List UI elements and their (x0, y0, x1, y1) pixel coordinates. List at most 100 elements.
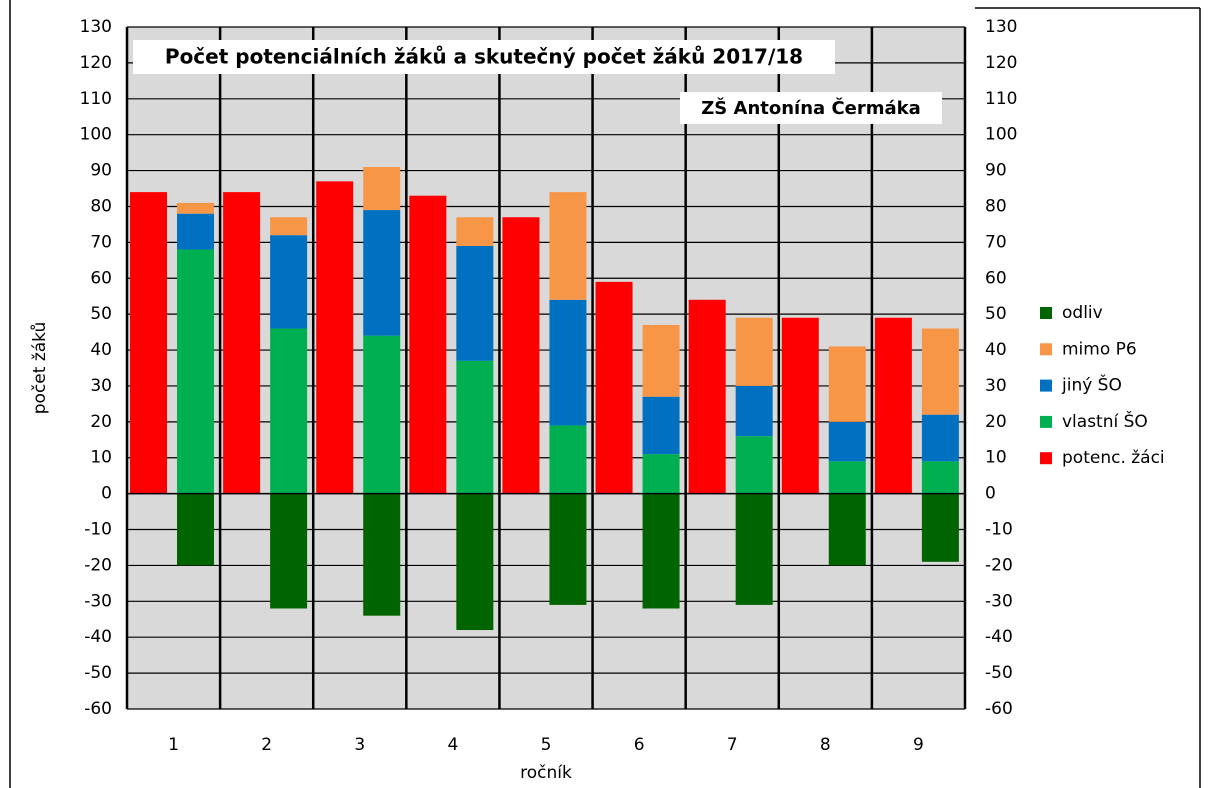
bar (502, 217, 540, 494)
plot-area (127, 27, 965, 709)
bar (828, 493, 866, 566)
y2-tick-label: -50 (985, 663, 1013, 683)
y-tick-label: 90 (90, 161, 112, 181)
y2-tick-label: 110 (985, 89, 1017, 109)
bar (270, 235, 308, 329)
bar (177, 249, 214, 494)
subtitle-box (680, 92, 942, 124)
bar (781, 317, 819, 494)
bar (409, 195, 447, 494)
y-tick-label: 30 (90, 376, 112, 396)
bar (921, 461, 959, 494)
bar (549, 299, 587, 426)
bar (177, 213, 214, 250)
y-tick-label: 50 (90, 304, 112, 324)
y2-tick-label: 100 (985, 125, 1017, 145)
bar (642, 454, 680, 494)
y-tick-label: 10 (90, 448, 112, 468)
bar (223, 192, 261, 494)
bar (456, 493, 494, 631)
bar (316, 181, 354, 494)
y-tick-label: 110 (80, 89, 112, 109)
y2-tick-label: 80 (985, 196, 1007, 216)
y2-tick-label: 70 (985, 232, 1007, 252)
y-tick-label: 60 (90, 268, 112, 288)
bar (456, 217, 494, 246)
y2-tick-label: -60 (985, 699, 1013, 719)
y2-tick-label: 40 (985, 340, 1007, 360)
legend-swatch (1040, 379, 1052, 392)
y2-tick-label: -10 (985, 520, 1013, 540)
bar (363, 335, 401, 494)
bar (456, 360, 494, 494)
bar (688, 299, 726, 494)
bar (735, 317, 773, 386)
bar (642, 493, 680, 609)
y2-tick-label: 120 (985, 53, 1017, 73)
y-tick-label: 100 (80, 125, 112, 145)
y2-tick-label: -30 (985, 591, 1013, 611)
y-tick-label: 70 (90, 232, 112, 252)
bar (130, 192, 167, 494)
bar (363, 210, 401, 336)
bar (595, 281, 633, 494)
y2-tick-label: -40 (985, 627, 1013, 647)
y2-tick-label: 10 (985, 448, 1007, 468)
chart-title: Počet potenciálních žáků a skutečný poče… (165, 45, 803, 69)
bar (921, 328, 959, 415)
x-tick-label: 3 (354, 735, 365, 755)
x-tick-label: 8 (820, 735, 831, 755)
legend-label: vlastní ŠO (1062, 410, 1148, 432)
bar (642, 396, 680, 455)
bar (363, 166, 401, 211)
bar (735, 385, 773, 437)
x-tick-label: 2 (261, 735, 272, 755)
title-box (133, 40, 835, 74)
y2-tick-label: 0 (985, 484, 996, 504)
y-tick-label: -40 (84, 627, 112, 647)
bar (363, 493, 401, 616)
bar (549, 425, 587, 494)
legend-swatch (1040, 343, 1052, 356)
bar (735, 436, 773, 494)
y-tick-label: 0 (101, 484, 112, 504)
y-tick-label: -10 (84, 520, 112, 540)
y2-tick-label: 90 (985, 161, 1007, 181)
y-tick-label: -60 (84, 699, 112, 719)
y-tick-label: 120 (80, 53, 112, 73)
y-tick-label: -30 (84, 591, 112, 611)
y2-tick-label: 20 (985, 412, 1007, 432)
legend-label: potenc. žáci (1062, 448, 1165, 468)
legend-label: mimo P6 (1062, 339, 1137, 359)
legend-swatch (1040, 452, 1052, 465)
legend-swatch (1040, 307, 1052, 319)
y2-tick-label: 130 (985, 17, 1017, 37)
y2-tick-label: 60 (985, 268, 1007, 288)
x-tick-label: 7 (727, 735, 738, 755)
bar (735, 493, 773, 605)
legend-label: jiný ŠO (1061, 374, 1122, 396)
bar (642, 324, 680, 397)
bar (549, 493, 587, 605)
x-tick-label: 6 (634, 735, 645, 755)
y-tick-label: -50 (84, 663, 112, 683)
x-tick-label: 1 (168, 735, 179, 755)
legend-swatch (1040, 415, 1052, 428)
bar (828, 346, 866, 422)
bar (177, 202, 214, 214)
y-tick-label: 20 (90, 412, 112, 432)
bar (549, 192, 587, 300)
x-tick-label: 9 (913, 735, 924, 755)
y2-tick-label: 50 (985, 304, 1007, 324)
y-tick-label: 80 (90, 196, 112, 216)
bar (828, 421, 866, 462)
bar (828, 461, 866, 494)
y-tick-label: 40 (90, 340, 112, 360)
chart-subtitle: ZŠ Antonína Čermáka (701, 97, 921, 119)
legend-label: odliv (1062, 303, 1103, 323)
y-tick-label: -20 (84, 555, 112, 575)
bar (874, 317, 912, 494)
bar (921, 414, 959, 462)
bar (921, 493, 959, 562)
